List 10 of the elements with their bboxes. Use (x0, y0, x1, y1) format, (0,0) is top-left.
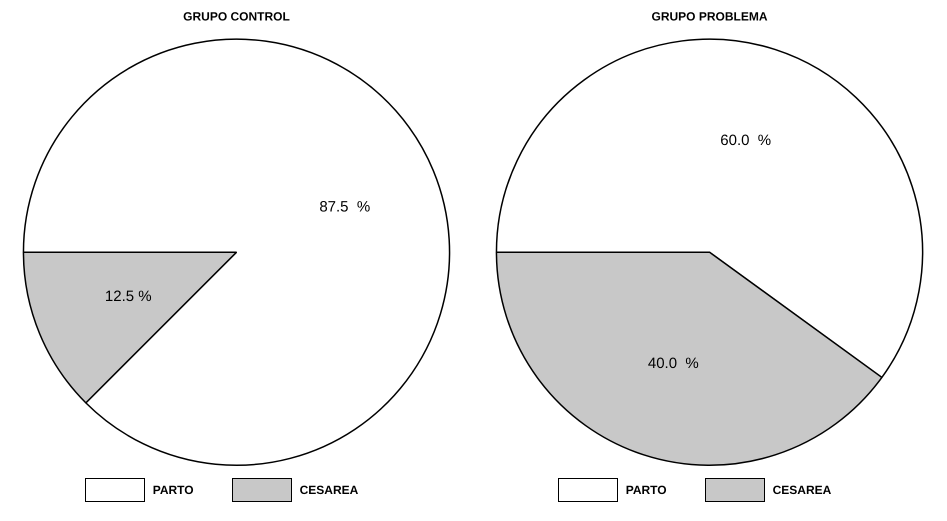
data-label: 60.0 % (720, 132, 772, 149)
legend-label: CESAREA (772, 483, 832, 497)
legend-label: CESAREA (300, 483, 358, 497)
data-label: 87.5 % (319, 198, 370, 216)
slice-label: PARTO (152, 483, 194, 497)
chart-title: GRUPO CONTROL (183, 10, 290, 24)
chart-title: GRUPO PROBLEMA (651, 10, 768, 24)
data-label: 40.0 % (648, 354, 699, 372)
data-label: 12.5 % (104, 288, 152, 306)
legend-label: PARTO (626, 483, 667, 497)
